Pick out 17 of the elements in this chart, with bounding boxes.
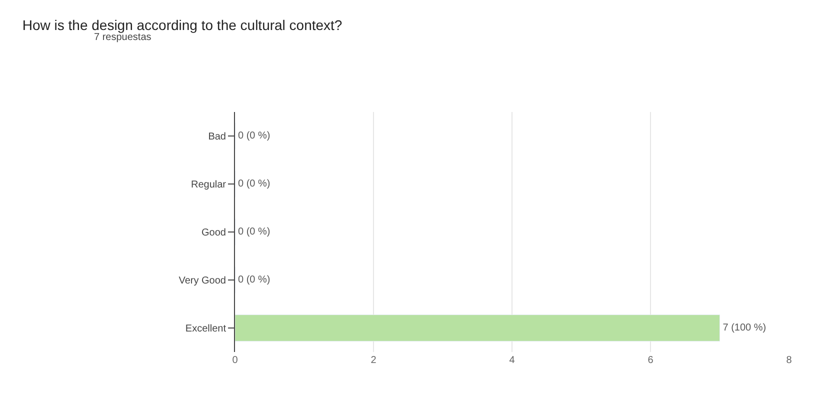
- data-label: 0 (0 %): [238, 226, 270, 238]
- data-label: 0 (0 %): [238, 130, 270, 142]
- x-tick-label: 2: [370, 355, 377, 366]
- y-tick-label: Bad: [208, 132, 226, 142]
- x-tick-label: 4: [509, 355, 516, 366]
- y-tick-label: Regular: [190, 180, 227, 190]
- y-tick-label: Excellent: [185, 324, 226, 334]
- text: 7 respuestas: [94, 32, 152, 43]
- x-tick-label: 6: [648, 355, 654, 366]
- x-tick-label: 0: [232, 355, 238, 366]
- data-label: 7 (100 %): [722, 322, 766, 334]
- x-tick-label: 8: [786, 355, 792, 366]
- chart-title: How is the design according to the cultural context?: [22, 16, 342, 33]
- data-label: 0 (0 %): [238, 274, 270, 286]
- y-tick-label: Very Good: [178, 276, 226, 286]
- data-label: 0 (0 %): [238, 178, 270, 190]
- y-tick-label: Good: [202, 228, 226, 238]
